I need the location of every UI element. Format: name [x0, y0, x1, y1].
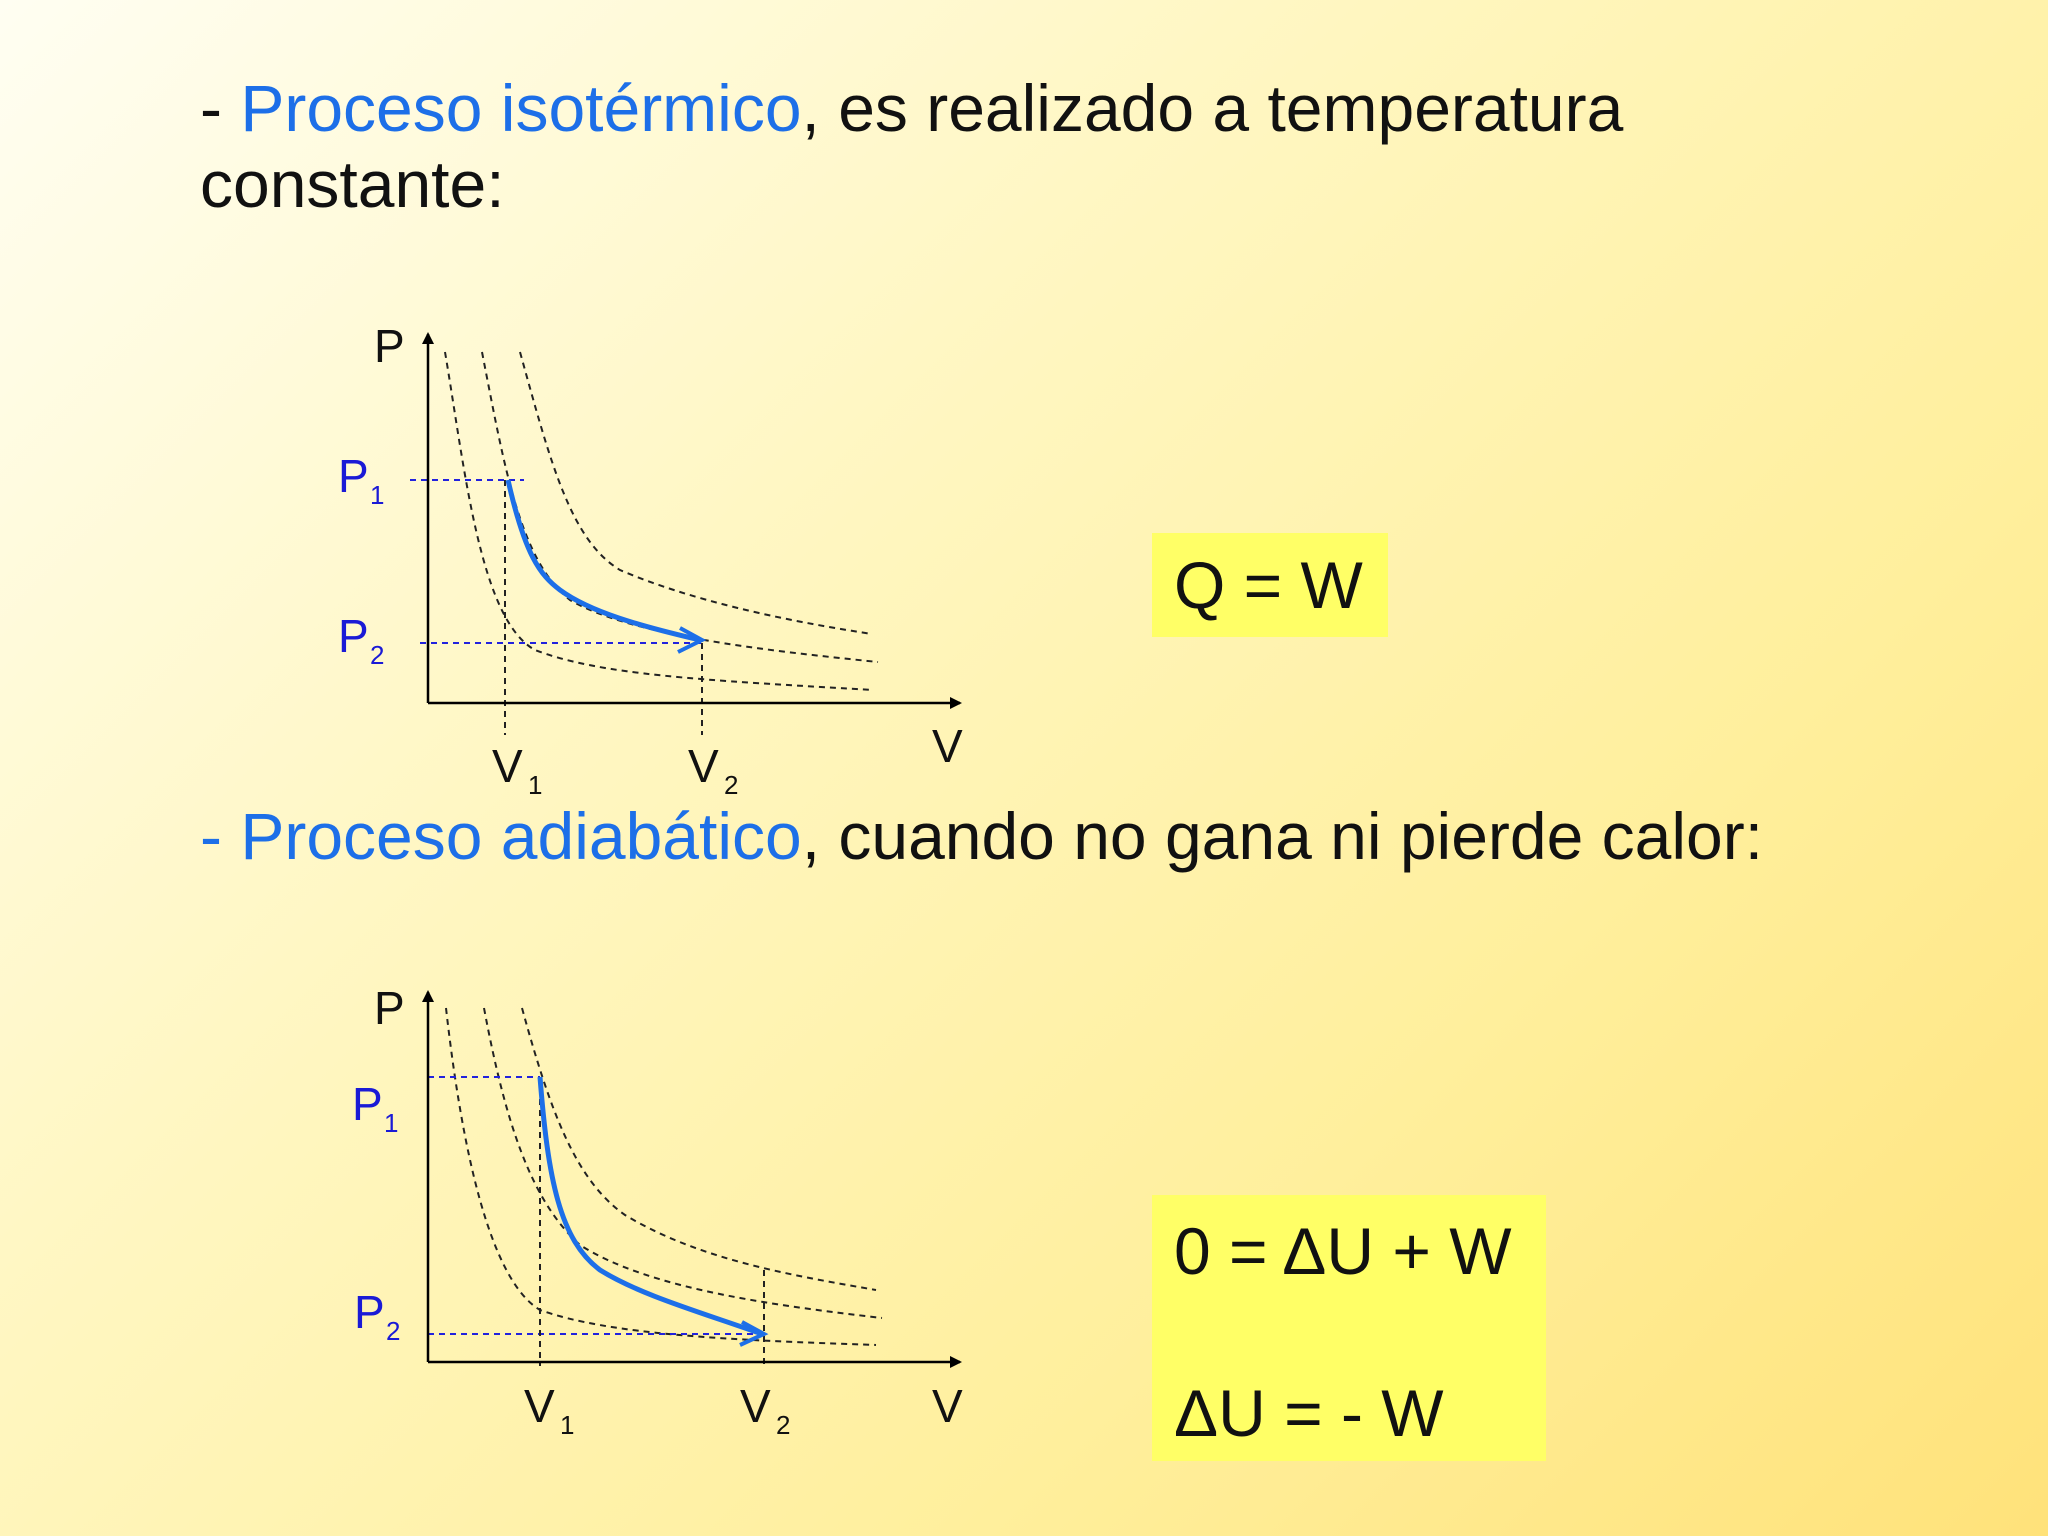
adiabatic-process-curve: [537, 1076, 763, 1337]
label-v2-sub: 2: [776, 1410, 790, 1440]
label-v2: V: [688, 740, 719, 792]
axis-label-p: P: [374, 320, 405, 372]
heading-rest: , es realizado a temperatura constante:: [200, 71, 1624, 221]
label-v1-sub: 1: [528, 770, 542, 800]
heading-adiabatic: - Proceso adiabático, cuando no gana ni …: [200, 798, 1980, 874]
label-p2-sub: 2: [370, 640, 384, 670]
heading-isothermal: - Proceso isotérmico, es realizado a tem…: [200, 70, 1920, 222]
heading-dash: -: [200, 71, 241, 145]
label-p1-sub: 1: [384, 1108, 398, 1138]
axis-label-p: P: [374, 982, 405, 1034]
label-p2-sub: 2: [386, 1316, 400, 1346]
isotherm-curve-3: [521, 1007, 877, 1291]
label-v1-sub: 1: [560, 1410, 574, 1440]
isothermal-process-curve: [505, 479, 701, 643]
label-p1-sub: 1: [370, 480, 384, 510]
isotherm-curve-3: [519, 351, 873, 635]
label-v2: V: [740, 1380, 771, 1432]
equation-adiabatic-line-1: 0 = ΔU + W: [1174, 1214, 1512, 1288]
label-v1: V: [524, 1380, 555, 1432]
label-v2-sub: 2: [724, 770, 738, 800]
equation-box-isothermal: Q = W: [1152, 533, 1388, 637]
isotherm-curve-2: [483, 1007, 883, 1319]
label-p1: P: [338, 450, 369, 502]
heading-highlight: Proceso adiabático: [240, 799, 802, 873]
isotherm-curve-1: [445, 1007, 877, 1346]
process-arrowhead: [677, 626, 707, 654]
adiabatic-diagram: P V P 1 P 2 V 1 V 2: [352, 982, 963, 1440]
label-v1: V: [492, 740, 523, 792]
axis-label-v: V: [932, 1380, 963, 1432]
equation-box-adiabatic: 0 = ΔU + W ΔU = - W: [1152, 1195, 1546, 1461]
heading-highlight: Proceso isotérmico: [240, 71, 802, 145]
label-p2: P: [354, 1286, 385, 1338]
heading-rest: , cuando no gana ni pierde calor:: [801, 799, 1764, 873]
process-arrowhead: [739, 1320, 769, 1347]
heading-dash: -: [200, 799, 241, 873]
isothermal-diagram: P V P 1 P 2 V 1 V 2: [338, 320, 963, 800]
equation-isothermal: Q = W: [1174, 548, 1363, 622]
equation-adiabatic-line-2: ΔU = - W: [1174, 1376, 1444, 1450]
axis-label-v: V: [932, 720, 963, 772]
label-p2: P: [338, 610, 369, 662]
label-p1: P: [352, 1078, 383, 1130]
isotherm-curve-1: [444, 351, 874, 691]
isotherm-curve-2: [481, 351, 879, 663]
